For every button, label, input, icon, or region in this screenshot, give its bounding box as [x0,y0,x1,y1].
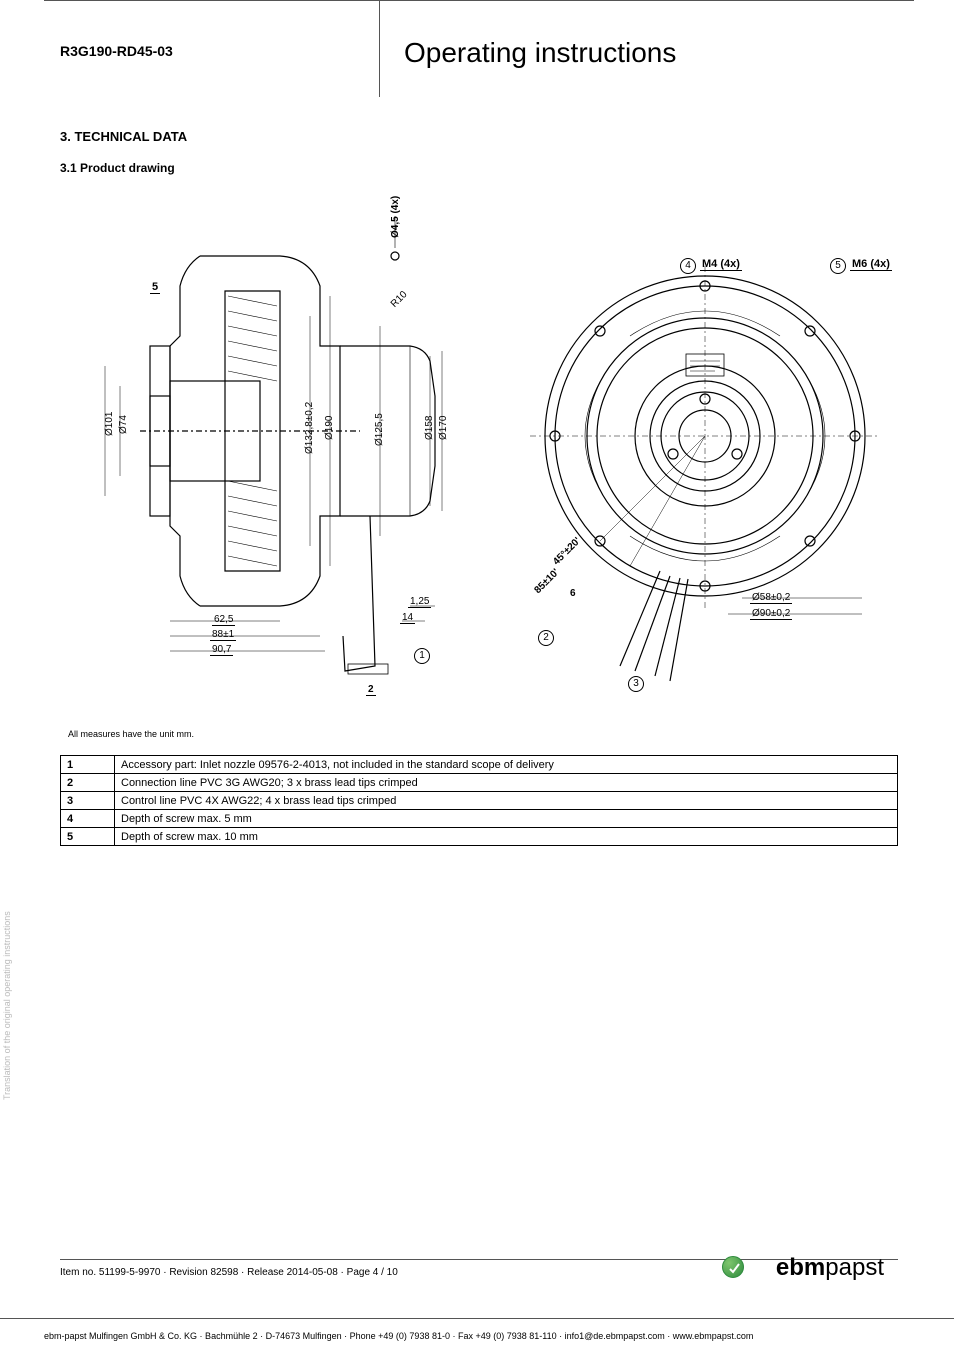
page: R3G190-RD45-03 Operating instructions 3.… [44,0,914,1300]
dim-d190: Ø190 [324,416,335,440]
dim-907: 90,7 [210,644,233,655]
circle-2: 2 [538,630,554,646]
legend-text: Depth of screw max. 10 mm [115,828,898,846]
label-6: 6 [570,588,576,599]
dim-2: 2 [366,684,376,695]
units-note: All measures have the unit mm. [68,729,194,739]
dim-d1328: Ø132,8±0,2 [304,402,315,454]
table-row: 5Depth of screw max. 10 mm [61,828,898,846]
circle-5: 5 [830,258,846,274]
company-logo: ebmpapst [776,1254,884,1282]
model-number: R3G190-RD45-03 [60,43,173,59]
table-row: 4Depth of screw max. 5 mm [61,810,898,828]
legend-num: 3 [61,792,115,810]
page-title: Operating instructions [404,37,676,69]
legend-text: Control line PVC 4X AWG22; 4 x brass lea… [115,792,898,810]
legend-num: 2 [61,774,115,792]
legend-text: Connection line PVC 3G AWG20; 3 x brass … [115,774,898,792]
label-m6: M6 (4x) [850,258,892,270]
circle-3: 3 [628,676,644,692]
dim-d1255: Ø125,5 [374,413,385,446]
label-d90: Ø90±0,2 [750,608,792,619]
table-row: 3Control line PVC 4X AWG22; 4 x brass le… [61,792,898,810]
dim-14: 14 [400,612,415,623]
label-m4: M4 (4x) [700,258,742,270]
legend-num: 4 [61,810,115,828]
logo-bold: ebm [776,1254,825,1281]
logo-light: papst [825,1254,884,1281]
dim-d45: Ø4,5 (4x) [390,196,401,238]
label-d58: Ø58±0,2 [750,592,792,603]
legend-text: Depth of screw max. 5 mm [115,810,898,828]
legend-num: 1 [61,756,115,774]
footer-item-info: Item no. 51199-5-9970 · Revision 82598 ·… [60,1267,398,1278]
table-row: 1Accessory part: Inlet nozzle 09576-2-40… [61,756,898,774]
callout-5-left: 5 [150,281,160,293]
product-drawing: Ø101 Ø74 Ø132,8±0,2 Ø190 Ø125,5 Ø158 Ø17… [60,176,900,716]
eco-badge-icon [722,1256,744,1278]
dim-d170: Ø170 [438,416,449,440]
company-address: ebm-papst Mulfingen GmbH & Co. KG · Bach… [44,1331,914,1341]
circle-4: 4 [680,258,696,274]
dim-625: 62,5 [212,614,235,625]
dim-88: 88±1 [210,629,236,640]
dim-125: 1,25 [408,596,431,607]
legend-text: Accessory part: Inlet nozzle 09576-2-401… [115,756,898,774]
legend-num: 5 [61,828,115,846]
side-translation-note: Translation of the original operating in… [2,911,12,1100]
section-subheading: 3.1 Product drawing [60,161,175,175]
bottom-separator [0,1318,954,1319]
dim-d158: Ø158 [424,416,435,440]
drawing-right-view [510,236,900,696]
legend-table: 1Accessory part: Inlet nozzle 09576-2-40… [60,755,898,846]
table-row: 2Connection line PVC 3G AWG20; 3 x brass… [61,774,898,792]
drawing-left-view [80,196,500,706]
footer-separator [60,1259,898,1260]
circle-1: 1 [414,648,430,664]
header-divider [379,1,380,97]
dim-d74: Ø74 [118,415,129,434]
dim-d101: Ø101 [104,412,115,436]
section-heading: 3. TECHNICAL DATA [60,129,187,144]
